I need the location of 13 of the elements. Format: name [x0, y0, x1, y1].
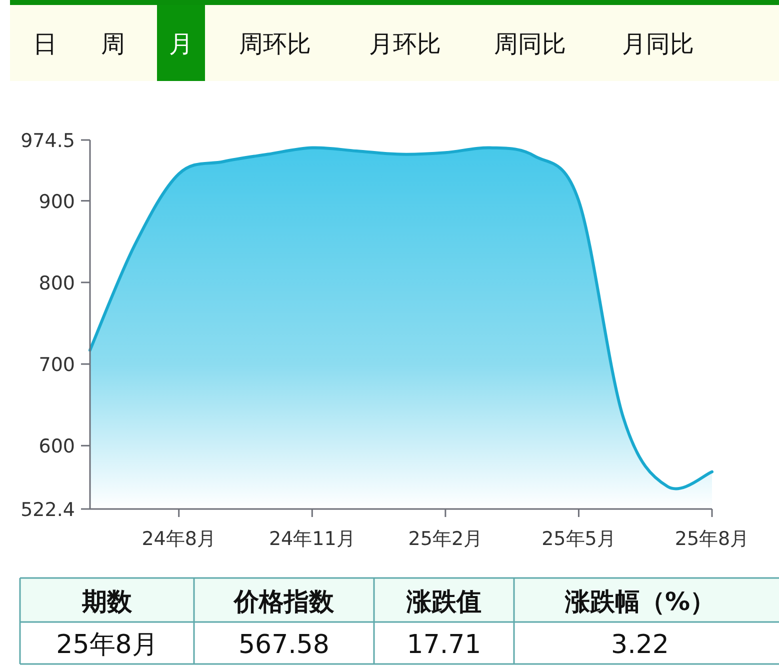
- y-tick-label: 800: [38, 272, 75, 294]
- x-tick-label: 25年8月: [674, 528, 750, 550]
- y-tick-label: 600: [38, 436, 75, 458]
- x-tick-label: 24年11月: [268, 528, 356, 550]
- y-tick-label: 700: [38, 354, 75, 376]
- x-tick-label: 25年5月: [542, 528, 616, 550]
- table: 期数 25年8月 价格指数 567.58 涨跌值 17.71 涨跌幅（%） 3.22: [19, 577, 779, 665]
- y-tick-label: 974.5: [20, 130, 75, 152]
- y-tick-label: 900: [38, 190, 75, 213]
- x-tick-label: 24年8月: [142, 528, 216, 550]
- y-tick-label: 522.4: [20, 499, 75, 521]
- tabs: 日 周 月 周环比 月环比 周同比 月同比: [10, 0, 779, 81]
- x-tick-label: 25年2月: [408, 528, 483, 550]
